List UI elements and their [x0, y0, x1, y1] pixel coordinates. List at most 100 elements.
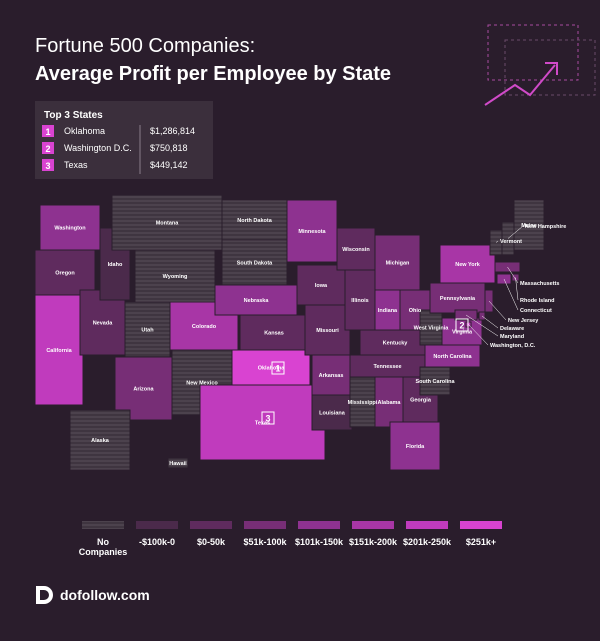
- state-label: Massachusetts: [520, 281, 559, 287]
- state-label: Arkansas: [319, 373, 344, 379]
- state-label: Wisconsin: [342, 247, 370, 253]
- rank: 1: [45, 127, 50, 137]
- rank-marker-label: 3: [265, 414, 270, 424]
- profit: $750,818: [150, 143, 188, 153]
- state-label: Rhode Island: [520, 298, 555, 304]
- state-region: [214, 284, 298, 316]
- state-region: [239, 314, 309, 351]
- leader-line: [495, 240, 499, 243]
- state-label: Alabama: [378, 400, 402, 406]
- state-region: [111, 194, 223, 251]
- state-label: New Hampshire: [525, 224, 566, 230]
- state-label: Connecticut: [520, 308, 552, 314]
- rank-marker-label: 1: [275, 364, 280, 374]
- state-label: Illinois: [351, 298, 368, 304]
- state-label: Alaska: [91, 438, 110, 444]
- rank-marker-label: 2: [459, 321, 464, 331]
- top-states-box: [35, 101, 213, 179]
- state-label: Hawaii: [169, 461, 187, 467]
- rank: 3: [45, 161, 50, 171]
- state-label: New Mexico: [186, 381, 218, 387]
- leader-line: [507, 225, 524, 239]
- state-region: [389, 421, 441, 471]
- state-label: Montana: [156, 221, 180, 227]
- leader-line: [515, 277, 519, 301]
- legend-label: No Companies: [78, 537, 128, 557]
- rank-marker: [455, 318, 469, 332]
- state-label: Utah: [141, 328, 154, 334]
- state-label: Mississippi: [348, 400, 378, 406]
- state-label: Ohio: [409, 308, 422, 314]
- state-label: Florida: [406, 444, 425, 450]
- state-region: [429, 282, 486, 314]
- leader-line: [468, 324, 489, 346]
- state-label: Nevada: [93, 321, 114, 327]
- legend-label: -$100k-0: [138, 537, 176, 547]
- legend-label: $51k-100k: [243, 537, 287, 547]
- state-label: Michigan: [386, 261, 410, 267]
- state-region: [336, 227, 376, 271]
- state-label: Tennessee: [373, 364, 401, 370]
- state-label: Vermont: [500, 239, 522, 245]
- state-label: Minnesota: [298, 229, 326, 235]
- brand: dofollow.com: [60, 587, 150, 603]
- state-region: [439, 244, 496, 284]
- state-label: Idaho: [108, 262, 123, 268]
- legend-swatch: [244, 521, 286, 529]
- title-line1: Fortune 500 Companies:: [35, 35, 255, 57]
- rank-marker: [261, 411, 275, 425]
- state-label: California: [46, 348, 72, 354]
- state-label: Colorado: [192, 324, 217, 330]
- state-label: North Dakota: [237, 218, 272, 224]
- rank-badge: [42, 125, 54, 137]
- legend-swatch: [190, 521, 232, 529]
- state-label: New York: [455, 262, 480, 268]
- legend-label: $251k+: [465, 537, 497, 547]
- state-label: Louisiana: [319, 411, 346, 417]
- rank-badge: [42, 159, 54, 171]
- state-label: Oregon: [55, 271, 75, 277]
- state-label: Indiana: [378, 308, 398, 314]
- state-region: [304, 304, 351, 356]
- state-label: Wyoming: [163, 274, 188, 280]
- legend-swatch: [460, 521, 502, 529]
- rank: 2: [45, 144, 50, 154]
- legend-swatch: [82, 521, 124, 529]
- state-region: [513, 199, 545, 251]
- legend-swatch: [352, 521, 394, 529]
- state-label: Pennsylvania: [440, 296, 476, 302]
- state-region: [359, 329, 431, 356]
- legend-swatch: [136, 521, 178, 529]
- state: Washington D.C.: [64, 143, 132, 153]
- state-region: [419, 366, 451, 396]
- state-label: South Dakota: [237, 261, 273, 267]
- state-label: Kentucky: [383, 341, 409, 347]
- state-region: [344, 269, 376, 331]
- state: Texas: [64, 160, 88, 170]
- state-label: Arizona: [133, 387, 154, 393]
- legend-label: $151k-200k: [348, 537, 398, 547]
- leader-line: [481, 315, 499, 329]
- state-label: West Virginia: [414, 326, 450, 332]
- profit: $449,142: [150, 160, 188, 170]
- leader-line: [488, 300, 507, 321]
- rank-badge: [42, 142, 54, 154]
- state-region: [134, 249, 216, 303]
- legend-label: $201k-250k: [402, 537, 452, 547]
- logo: dofollow.com: [36, 586, 150, 604]
- state-label: South Carolina: [415, 379, 455, 385]
- state-label: North Carolina: [433, 354, 472, 360]
- state-label: Virginia: [452, 330, 473, 336]
- state-label: Washington: [54, 226, 86, 232]
- decoration: [484, 24, 596, 106]
- legend-label: $101k-150k: [294, 537, 344, 547]
- leader-line: [503, 278, 519, 311]
- state-label: Maryland: [500, 334, 524, 340]
- top-states-title: Top 3 States: [44, 110, 103, 121]
- state-region: [69, 409, 131, 471]
- state-label: Missouri: [316, 328, 339, 334]
- legend-swatch: [298, 521, 340, 529]
- state-region: [311, 394, 353, 431]
